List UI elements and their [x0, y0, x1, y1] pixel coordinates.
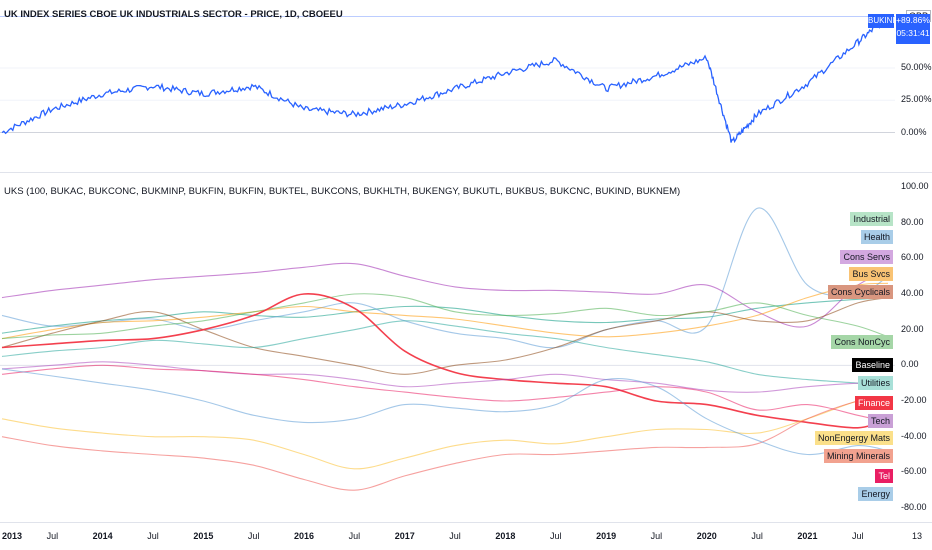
series-tag-health: Health [860, 229, 893, 244]
time-axis-label: 2017 [394, 531, 415, 541]
bar-countdown: 05:31:41 [896, 28, 930, 38]
series-tag-industrial: Industrial [850, 212, 893, 227]
indicator-title: UKS (100, BUKAC, BUKCONC, BUKMINP, BUKFI… [4, 186, 681, 197]
series-tag-mining-minerals: Mining Minerals [823, 449, 893, 464]
series-line-nonengergy-mats [1, 396, 889, 470]
series-tag-nonengergy-mats: NonEngergy Mats [814, 431, 893, 446]
series-tag-utilities: Utilities [857, 376, 893, 391]
price-chart[interactable] [0, 0, 932, 172]
indicator-y-tick-label: 80.00 [901, 216, 924, 227]
price-y-tick-label: 25.00% [901, 94, 932, 105]
last-price-label: BUKIND [868, 14, 898, 28]
time-axis-label: 2019 [596, 531, 617, 541]
indicator-y-tick-label: -20.00 [901, 395, 927, 405]
series-tag-bus-svcs: Bus Svcs [849, 267, 893, 282]
series-line-tel [1, 364, 889, 423]
time-axis-label: 2013 [1, 531, 23, 541]
series-tag-tech: Tech [867, 413, 893, 428]
time-axis-label: 2021 [797, 531, 818, 541]
time-axis-label: 2018 [495, 531, 516, 541]
series-tag-finance: Finance [854, 395, 893, 410]
time-axis-label: Jul [147, 531, 159, 541]
sector-strength-chart[interactable] [0, 173, 932, 523]
series-line-health [1, 207, 889, 349]
indicator-y-tick-label: 0.00 [901, 359, 919, 370]
time-axis-label: Jul [46, 531, 59, 541]
series-line-mining-minerals [1, 396, 889, 491]
last-price-symbol: BUKIND [868, 16, 899, 25]
series-tag-energy: Energy [858, 486, 893, 501]
last-price-value: +89.86% 05:31:41 [896, 14, 930, 44]
price-chart-title: UK INDEX SERIES CBOE UK INDUSTRIALS SECT… [4, 9, 343, 20]
series-tag-tel: Tel [875, 468, 893, 483]
time-axis-label: Jul [650, 531, 663, 541]
series-tag-baseline: Baseline [852, 358, 893, 373]
time-axis-label: Jul [247, 531, 260, 541]
series-tag-cons-noncyc: Cons NonCyc [831, 335, 893, 350]
series-line-bus-svcs [1, 282, 889, 340]
series-line-cons-servs [1, 262, 889, 328]
series-line-finance [1, 293, 889, 429]
time-axis-label: Jul [549, 531, 562, 541]
time-axis-label: 2015 [193, 531, 214, 541]
time-axis-label: Jul [449, 531, 461, 541]
series-line-industrial [1, 297, 889, 334]
indicator-y-tick-label: 40.00 [901, 288, 924, 298]
indicator-y-tick-label: 20.00 [901, 323, 924, 334]
series-line-tech [1, 361, 889, 393]
series-tag-cons-servs: Cons Servs [840, 249, 893, 264]
panel-divider[interactable] [0, 172, 932, 173]
x-axis-line [0, 522, 932, 523]
series-line-cons-noncyc [1, 293, 889, 340]
indicator-y-tick-label: -60.00 [901, 466, 927, 477]
time-axis-label: 2014 [92, 531, 113, 541]
time-axis-label: 2020 [696, 531, 717, 541]
series-line-energy [1, 368, 889, 456]
series-line-utilities [1, 320, 889, 388]
indicator-y-tick-label: 100.00 [901, 181, 929, 191]
time-axis-label: Jul [852, 531, 864, 541]
series-line-cons-cyclicals [1, 297, 889, 375]
series-line-bukind [1, 16, 889, 144]
time-axis-label: 2016 [294, 531, 315, 541]
time-axis-label: Jul [348, 531, 361, 541]
time-axis-label: 13 [911, 531, 923, 541]
indicator-y-tick-label: 60.00 [901, 252, 924, 263]
price-y-tick-label: 50.00% [901, 62, 932, 73]
indicator-y-tick-label: -80.00 [901, 502, 927, 512]
last-price-percent: +89.86% [896, 15, 930, 25]
series-tag-cons-cyclicals: Cons Cyclicals [827, 285, 893, 300]
time-axis-label: Jul [751, 531, 763, 541]
price-y-tick-label: 0.00% [901, 126, 927, 137]
indicator-y-tick-label: -40.00 [901, 430, 927, 441]
